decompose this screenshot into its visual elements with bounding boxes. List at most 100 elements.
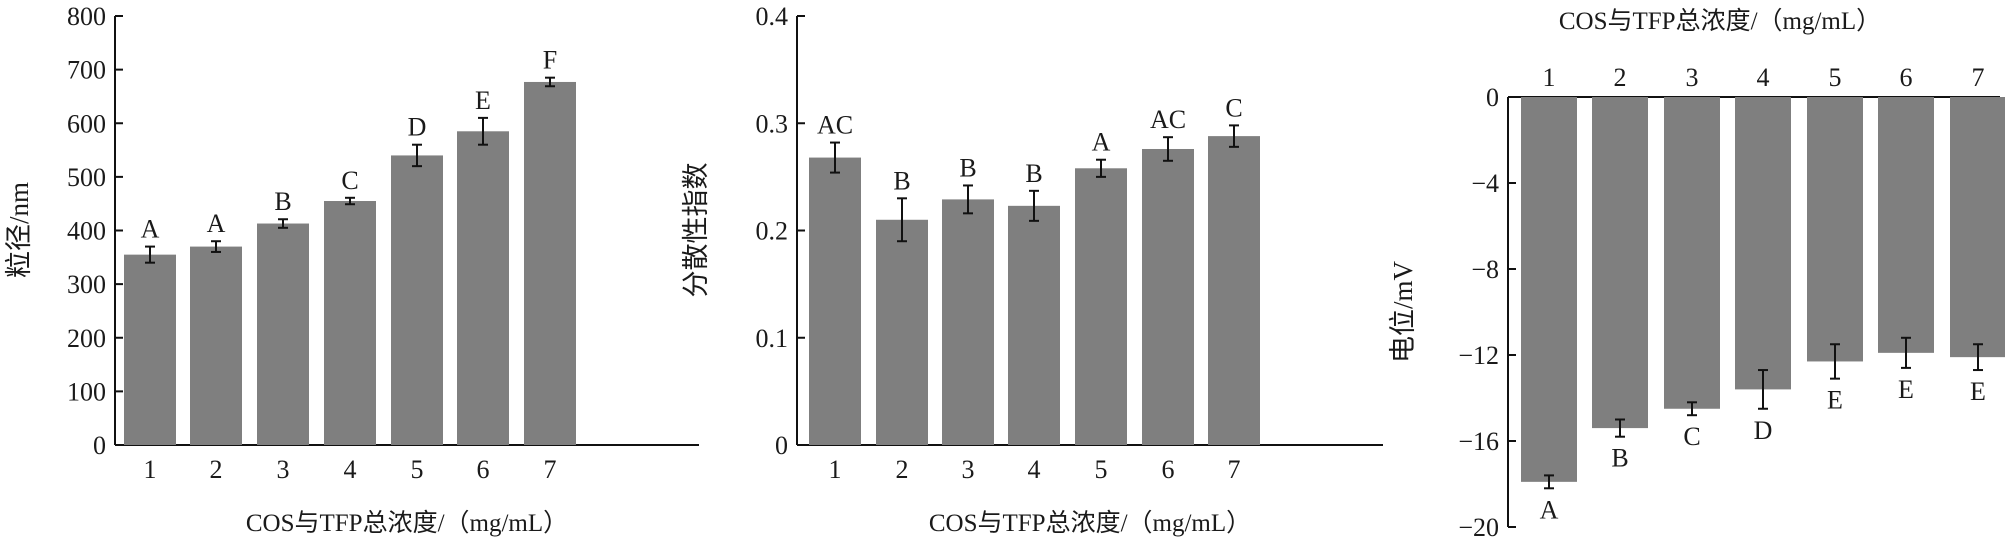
- bar: [1878, 97, 1934, 353]
- x-tick-label: 5: [411, 455, 424, 484]
- y-axis-label: 粒径/nm: [4, 182, 34, 278]
- x-tick-label: 7: [1228, 455, 1241, 484]
- x-tick-label: 6: [477, 455, 490, 484]
- significance-letter: E: [475, 86, 491, 115]
- error-bar: [1229, 124, 1239, 148]
- significance-letter: C: [1225, 93, 1242, 122]
- y-tick-label: −12: [1458, 341, 1499, 370]
- x-tick-label: 1: [144, 455, 157, 484]
- significance-letter: B: [1611, 444, 1628, 473]
- x-tick-label: 4: [344, 455, 357, 484]
- significance-letter: A: [207, 209, 226, 238]
- x-tick-label: 6: [1900, 63, 1913, 92]
- bar: [190, 246, 242, 445]
- error-bar: [1096, 158, 1106, 178]
- x-axis-label: COS与TFP总浓度/（mg/mL）: [1559, 7, 1881, 35]
- error-bar: [1163, 136, 1173, 162]
- x-axis-label: COS与TFP总浓度/（mg/mL）: [929, 509, 1251, 537]
- significance-letter: E: [1970, 377, 1986, 406]
- bar: [324, 201, 376, 445]
- y-tick-label: 600: [67, 109, 106, 138]
- bar: [391, 155, 443, 446]
- bar: [876, 219, 928, 445]
- bars: A A B C D E F: [124, 46, 576, 446]
- error-bar: [963, 184, 973, 215]
- significance-letter: B: [893, 166, 910, 195]
- bar: [942, 199, 994, 445]
- chart-particle-size: 0 100 200 300 400 500 600 700 800 1 2 3 4 5 6 7 A A B C D E…: [4, 2, 699, 537]
- y-tick-label: 0.4: [756, 2, 789, 31]
- error-bar: [1973, 343, 1983, 372]
- x-tick-label: 4: [1757, 63, 1770, 92]
- error-bar: [412, 143, 422, 168]
- y-tick-label: 100: [67, 377, 106, 406]
- bar: [1664, 97, 1720, 409]
- y-tick-label: 500: [67, 163, 106, 192]
- y-axis-label: 分散性指数: [681, 163, 711, 298]
- y-tick-label: 0: [93, 431, 106, 460]
- error-bar: [1901, 336, 1911, 369]
- y-tick-label: 800: [67, 2, 106, 31]
- significance-letter: F: [543, 46, 557, 75]
- bar: [257, 223, 309, 445]
- error-bar: [278, 218, 288, 229]
- chart-zeta-potential: 0 −4 −8 −12 −16 −20 1 2 3 4 5 6 7 A B C D E E E COS与TFP总浓…: [1388, 7, 2005, 542]
- error-bar: [830, 141, 840, 174]
- error-bar: [1758, 369, 1768, 410]
- y-tick-label: −8: [1471, 255, 1499, 284]
- y-tick-label: −16: [1458, 427, 1499, 456]
- x-tick-label: 5: [1095, 455, 1108, 484]
- x-ticks: 1 2 3 4 5 6 7: [829, 455, 1241, 484]
- significance-letter: D: [408, 113, 427, 142]
- bar: [809, 157, 861, 445]
- x-axis-label: COS与TFP总浓度/（mg/mL）: [246, 509, 568, 537]
- x-tick-label: 6: [1162, 455, 1175, 484]
- significance-letter: A: [1540, 495, 1559, 524]
- bars: AC B B B A AC C: [809, 93, 1260, 446]
- bar: [1008, 205, 1060, 445]
- error-bar: [545, 76, 555, 88]
- y-tick-label: 0.1: [756, 324, 789, 353]
- y-axis-label: 电位/mV: [1388, 261, 1418, 364]
- x-tick-label: 1: [829, 455, 842, 484]
- significance-letter: AC: [1150, 105, 1186, 134]
- error-bar: [1615, 418, 1625, 438]
- y-tick-label: −20: [1458, 513, 1499, 542]
- significance-letter: B: [959, 153, 976, 182]
- significance-letter: C: [1683, 422, 1700, 451]
- y-tick-label: 300: [67, 270, 106, 299]
- y-ticks: 0 100 200 300 400 500 600 700 800: [67, 2, 123, 460]
- bar: [1075, 168, 1127, 446]
- chart-dispersity-index: 0 0.1 0.2 0.3 0.4 1 2 3 4 5 6 7 AC B B B A AC C COS与TFP总…: [681, 2, 1383, 537]
- x-tick-label: 5: [1829, 63, 1842, 92]
- error-bar: [1029, 189, 1039, 222]
- error-bar: [1830, 343, 1840, 380]
- x-tick-label: 3: [1686, 63, 1699, 92]
- error-bar: [345, 196, 355, 206]
- bar: [1807, 97, 1863, 362]
- x-tick-label: 2: [1614, 63, 1627, 92]
- significance-letter: E: [1898, 375, 1914, 404]
- error-bar: [1544, 474, 1554, 490]
- y-tick-label: −4: [1471, 169, 1499, 198]
- bar: [1142, 148, 1194, 446]
- error-bar: [897, 197, 907, 243]
- error-bar: [478, 116, 488, 146]
- significance-letter: D: [1754, 416, 1773, 445]
- y-ticks: 0 0.1 0.2 0.3 0.4: [756, 2, 805, 460]
- error-bar: [211, 240, 221, 253]
- y-tick-label: 0.3: [756, 109, 789, 138]
- y-tick-label: 400: [67, 217, 106, 246]
- significance-letter: A: [1092, 128, 1111, 157]
- significance-letter: B: [274, 187, 291, 216]
- x-tick-label: 3: [962, 455, 975, 484]
- x-ticks: 1 2 3 4 5 6 7: [1543, 63, 1985, 92]
- bar: [1735, 97, 1791, 390]
- x-tick-label: 7: [1972, 63, 1985, 92]
- error-bar: [145, 245, 155, 264]
- y-tick-label: 0: [775, 431, 788, 460]
- x-tick-label: 2: [210, 455, 223, 484]
- x-tick-label: 4: [1028, 455, 1041, 484]
- bars: A B C D E E E: [1521, 97, 2005, 524]
